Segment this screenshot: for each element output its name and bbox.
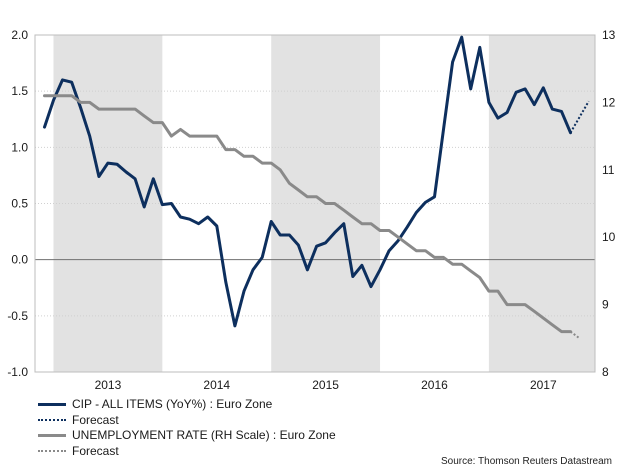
- legend-swatch-unemployment: [38, 434, 66, 438]
- x-tick-label-2017: 2017: [530, 378, 557, 392]
- legend-item-unemployment-forecast: Forecast: [38, 444, 336, 460]
- legend-item-unemployment: UNEMPLOYMENT RATE (RH Scale) : Euro Zone: [38, 428, 336, 444]
- unemployment-line: [43, 94, 572, 334]
- right-tick-label-2: 10: [602, 230, 616, 244]
- right-tick-label-1: 9: [602, 298, 609, 312]
- legend-swatch-cip: [38, 403, 66, 407]
- year-band-2017: [488, 35, 595, 372]
- cip-line: [43, 35, 572, 328]
- left-tick-label-0: -1.0: [7, 365, 28, 379]
- right-tick-label-3: 11: [602, 163, 615, 177]
- left-tick-label-3: 0.5: [11, 197, 28, 211]
- legend-label-unemployment: UNEMPLOYMENT RATE (RH Scale) : Euro Zone: [72, 428, 336, 442]
- x-tick-label-2013: 2013: [95, 378, 122, 392]
- unemployment-forecast-line: [569, 330, 581, 340]
- left-tick-label-4: 1.0: [11, 140, 28, 154]
- legend-item-cip: CIP - ALL ITEMS (YoY%) : Euro Zone: [38, 397, 336, 413]
- legend-label-cip: CIP - ALL ITEMS (YoY%) : Euro Zone: [72, 397, 273, 411]
- legend-label-unemployment-forecast: Forecast: [72, 443, 119, 458]
- legend-swatch-unemployment-forecast: [38, 450, 66, 453]
- left-tick-label-6: 2.0: [11, 28, 28, 42]
- legend: CIP - ALL ITEMS (YoY%) : Euro Zone Forec…: [38, 397, 336, 459]
- right-tick-label-5: 13: [602, 28, 616, 42]
- plot-frame: [34, 34, 596, 373]
- x-tick-label-2016: 2016: [421, 378, 448, 392]
- left-tick-label-2: 0.0: [11, 253, 28, 267]
- legend-item-cip-forecast: Forecast: [38, 413, 336, 429]
- left-tick-label-1: -0.5: [7, 309, 28, 323]
- right-tick-label-0: 8: [602, 365, 609, 379]
- right-tick-label-4: 12: [602, 95, 616, 109]
- x-tick-label-2014: 2014: [203, 378, 230, 392]
- source-note: Source: Thomson Reuters Datastream: [440, 456, 612, 467]
- legend-label-cip-forecast: Forecast: [72, 412, 119, 427]
- x-tick-label-2015: 2015: [312, 378, 339, 392]
- left-tick-label-5: 1.5: [11, 84, 28, 98]
- legend-swatch-cip-forecast: [38, 419, 66, 422]
